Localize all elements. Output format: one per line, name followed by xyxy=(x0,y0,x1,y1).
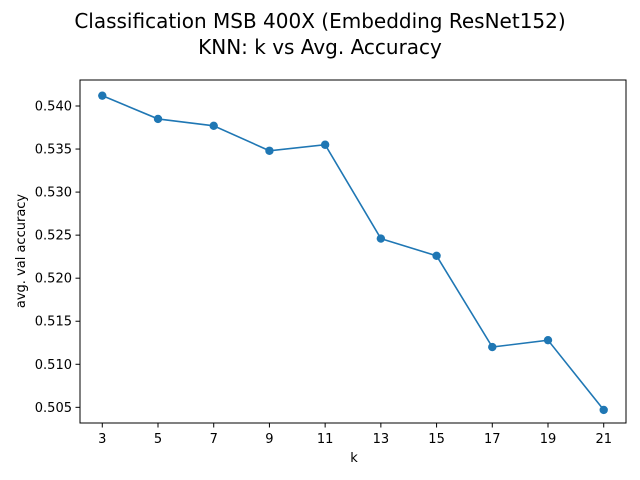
x-tick-label: 3 xyxy=(98,432,106,447)
plot-area: 3 5 7 9 11 13 15 17 19 21 0.505 0.510 0.515 0.520 0.52… xyxy=(35,79,627,447)
x-tick-label: 7 xyxy=(210,432,218,447)
y-axis-label: avg. val accuracy xyxy=(14,194,29,309)
x-axis-label: k xyxy=(350,451,358,466)
data-point xyxy=(265,146,274,155)
y-tick-label: 0.515 xyxy=(35,315,72,330)
data-point xyxy=(320,140,330,149)
data-point xyxy=(209,121,218,131)
x-tick-label: 9 xyxy=(265,432,273,447)
data-point xyxy=(153,114,163,124)
y-tick-label: 0.535 xyxy=(35,143,72,158)
data-point xyxy=(432,251,441,261)
data-point xyxy=(98,91,107,100)
x-tick-label: 21 xyxy=(595,432,612,447)
y-tick-label: 0.520 xyxy=(35,272,72,287)
x-tick-label: 19 xyxy=(540,432,557,447)
data-point xyxy=(543,335,553,345)
x-tick-label: 15 xyxy=(428,432,445,447)
y-tick-label: 0.510 xyxy=(35,358,72,373)
y-tick-label: 0.530 xyxy=(35,186,72,201)
plot-frame xyxy=(79,79,627,424)
x-tick-label: 13 xyxy=(373,432,390,447)
data-point xyxy=(376,234,386,243)
chart-title-line-1: Classification MSB 400X (Embedding ResNe… xyxy=(74,9,565,33)
x-tick-label: 17 xyxy=(484,432,501,447)
y-tick-label: 0.525 xyxy=(35,229,72,244)
x-tick-label: 5 xyxy=(154,432,162,447)
data-point xyxy=(599,405,608,415)
x-tick-label: 11 xyxy=(317,432,334,447)
y-tick-label: 0.505 xyxy=(35,401,72,416)
data-point xyxy=(488,342,497,352)
series-line xyxy=(101,94,605,411)
y-tick-label: 0.540 xyxy=(35,100,72,115)
chart-title-line-2: KNN: k vs Avg. Accuracy xyxy=(198,35,442,59)
